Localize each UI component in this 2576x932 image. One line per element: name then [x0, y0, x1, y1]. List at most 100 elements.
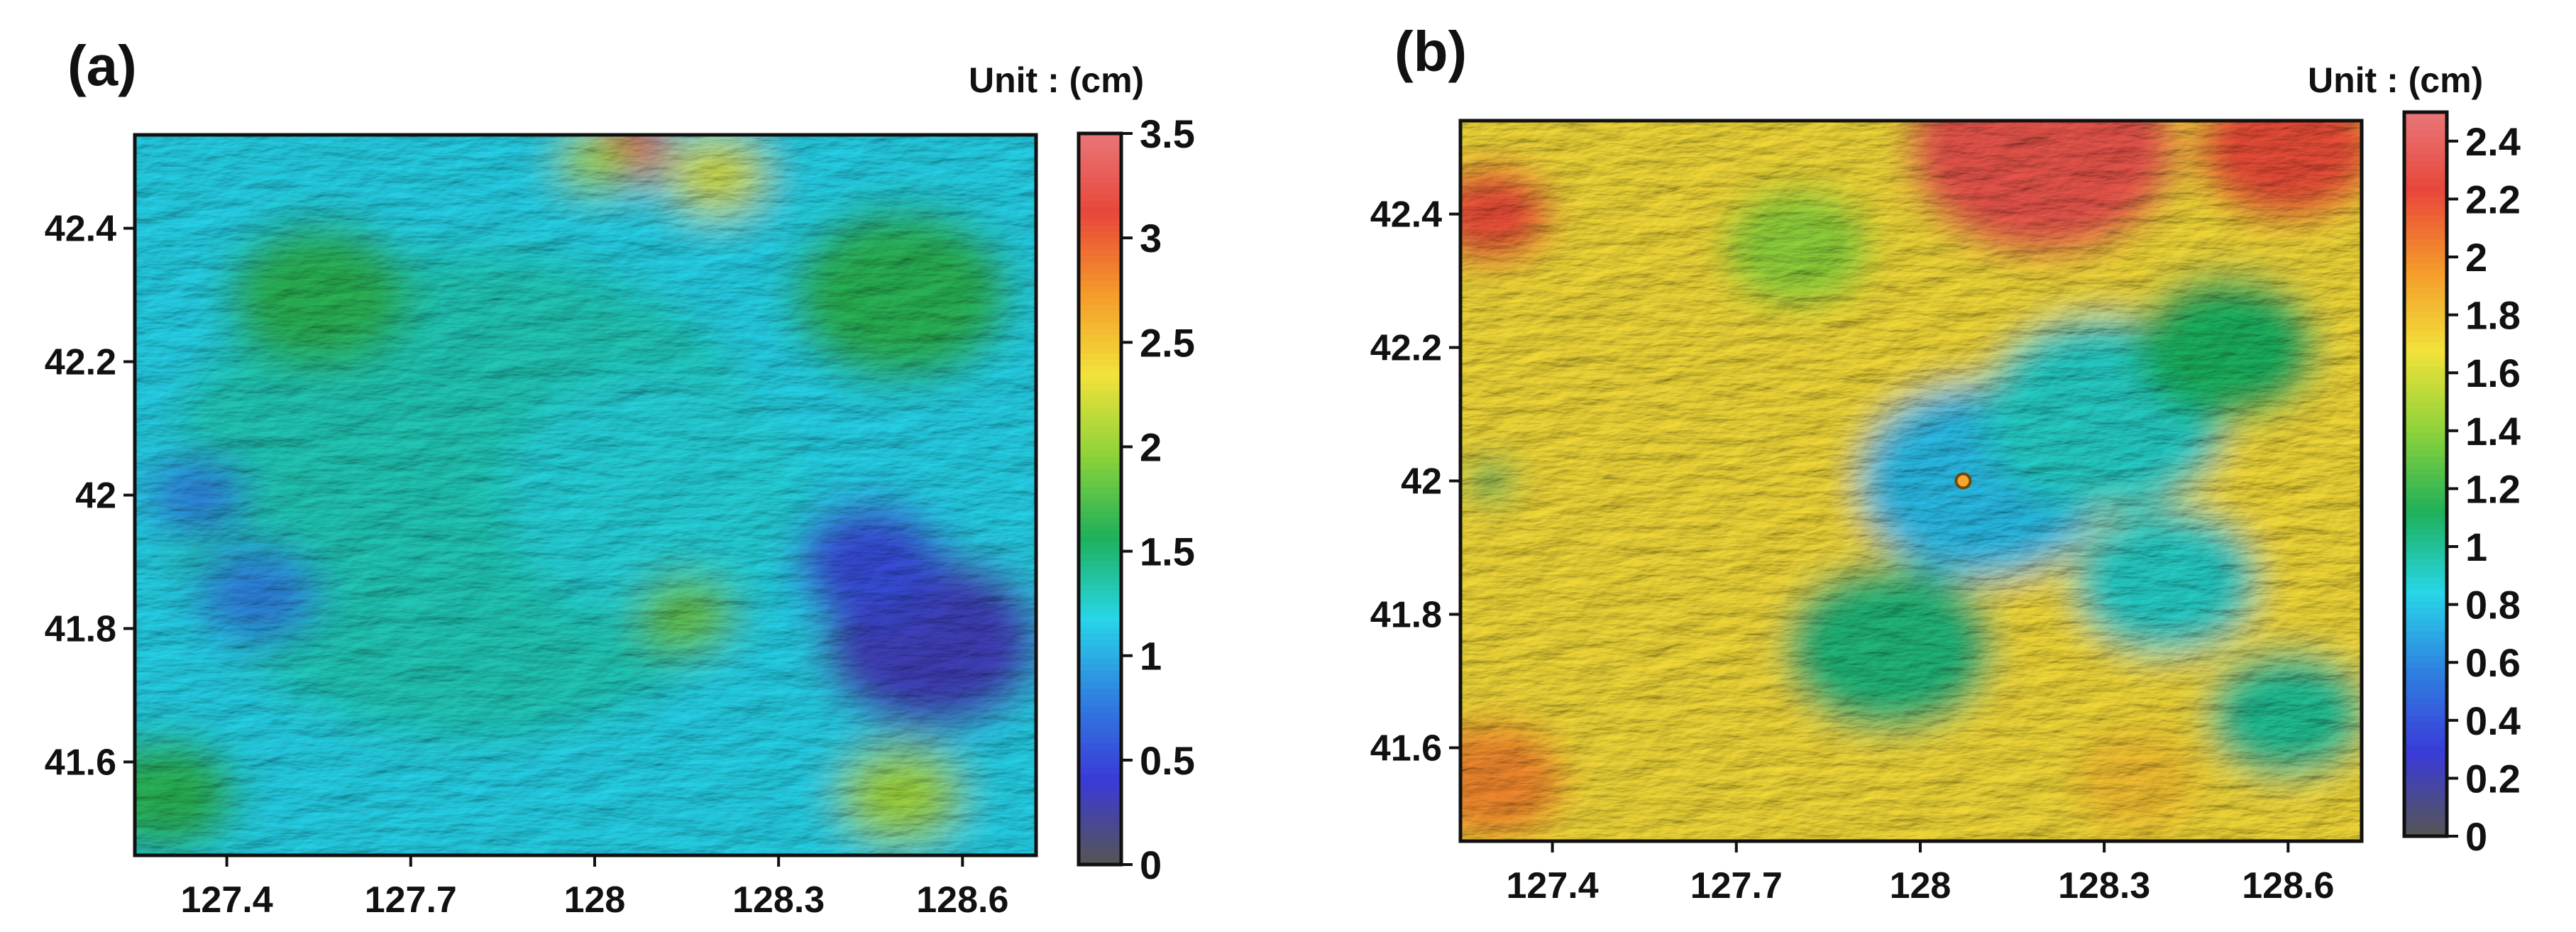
panel-a-colorbar-segment	[1079, 688, 1121, 695]
panel-b-colorbar-segment	[2404, 576, 2447, 583]
panel-a-colorbar-segment	[1079, 566, 1121, 573]
panel-b-colorbar-segment	[2404, 504, 2447, 511]
panel-a-y-tick-label: 42.4	[45, 209, 116, 250]
panel-a-colorbar-segment	[1079, 438, 1121, 445]
panel-b-colorbar-segment	[2404, 366, 2447, 373]
panel-b-map-region	[1460, 722, 1565, 840]
panel-a-colorbar-segment	[1079, 639, 1121, 646]
panel-b-colorbar-segment	[2404, 764, 2447, 771]
panel-b-colorbar-segment	[2404, 474, 2447, 481]
panel-b-colorbar-segment	[2404, 378, 2447, 385]
panel-b-colorbar-tick-label: 1.4	[2465, 409, 2521, 454]
panel-b-colorbar-segment	[2404, 263, 2447, 270]
panel-a-colorbar-segment	[1079, 328, 1121, 336]
panel-a-colorbar-segment	[1079, 663, 1121, 671]
panel-a-colorbar-segment	[1079, 517, 1121, 525]
panel-a-colorbar-segment	[1079, 712, 1121, 719]
panel-a-colorbar-segment	[1079, 322, 1121, 329]
panel-a-colorbar-segment	[1079, 334, 1121, 341]
panel-b-colorbar-segment	[2404, 197, 2447, 204]
panel-a-colorbar-segment	[1079, 615, 1121, 622]
panel-b-colorbar-tick-label: 2	[2465, 235, 2487, 280]
panel-a-colorbar-segment	[1079, 261, 1121, 268]
panel-b-colorbar-segment	[2404, 166, 2447, 173]
panel-a-colorbar-segment	[1079, 170, 1121, 177]
panel-a-colorbar-frame	[1077, 131, 1123, 867]
panel-b-colorbar-segment	[2404, 130, 2447, 137]
panel-b-colorbar-tick-label: 0.8	[2465, 583, 2521, 627]
panel-b-colorbar-tick-label: 2.4	[2465, 119, 2521, 164]
panel-a-y-tick-label: 42.2	[45, 342, 116, 383]
panel-a-colorbar-segment	[1079, 432, 1121, 439]
panel-b-colorbar-segment	[2404, 450, 2447, 457]
panel-a-colorbar-tick-label: 3	[1140, 216, 1162, 261]
panel-a-map-region	[637, 576, 736, 654]
panel-b-x-tick-label: 127.7	[1690, 865, 1783, 906]
panel-a-colorbar-segment	[1079, 146, 1121, 153]
panel-b-y-tick-label: 42	[1401, 461, 1442, 503]
panel-b-colorbar-segment	[2404, 251, 2447, 258]
panel-b-map-region	[1466, 461, 1516, 501]
panel-b-x-tick-label: 128.6	[2242, 865, 2334, 906]
panel-b-colorbar-segment	[2404, 221, 2447, 228]
panel-a-colorbar-segment	[1079, 493, 1121, 500]
panel-b-colorbar-segment	[2404, 480, 2447, 487]
panel-b-map-region	[1724, 188, 1871, 307]
panel-a-colorbar-segment	[1079, 176, 1121, 183]
panel-b-unit-label: Unit : (cm)	[2308, 60, 2483, 100]
panel-b-axes: 127.4 127.7 128 128.3 128.6 42.4 42.2 42 41.8 41.…	[1370, 194, 2335, 906]
panel-a-colorbar-segment	[1079, 280, 1121, 287]
panel-b-colorbar-segment	[2404, 522, 2447, 530]
panel-b-colorbar-segment	[2404, 329, 2447, 336]
panel-b-colorbar-segment	[2404, 438, 2447, 445]
panel-a-y-tick-label: 41.8	[45, 608, 116, 649]
panel-a-colorbar-segment	[1079, 316, 1121, 324]
panel-b-map-region	[2073, 507, 2258, 655]
panel-b-colorbar-segment	[2404, 257, 2447, 264]
panel-a-colorbar-segment	[1079, 224, 1121, 232]
panel-a-colorbar-segment	[1079, 377, 1121, 384]
panel-b-map-region	[2208, 650, 2362, 779]
panel-b-colorbar-segment	[2404, 402, 2447, 409]
panel-a-colorbar-segment	[1079, 821, 1121, 829]
panel-a-colorbar-segment	[1079, 846, 1121, 853]
panel-a-colorbar-segment	[1079, 730, 1121, 738]
panel-a-map-region	[797, 503, 945, 621]
panel-b-colorbar-segment	[2404, 752, 2447, 759]
panel-b-colorbar-segment	[2404, 703, 2447, 711]
panel-b-colorbar-segment	[2404, 468, 2447, 475]
panel-b-colorbar-segment	[2404, 371, 2447, 378]
panel-b-map	[1460, 121, 2362, 841]
panel-a-colorbar-segment	[1079, 559, 1121, 567]
panel-b-colorbar-segment	[2404, 540, 2447, 547]
panel-b-colorbar-tick-label: 0.4	[2465, 698, 2521, 743]
panel-a-colorbar-segment	[1079, 572, 1121, 579]
panel-b-colorbar-segment	[2404, 552, 2447, 559]
panel-a-colorbar-segment	[1079, 450, 1121, 457]
panel-a-colorbar-segment	[1079, 182, 1121, 190]
panel-a-colorbar-segment	[1079, 767, 1121, 774]
panel-b-colorbar-segment	[2404, 818, 2447, 825]
panel-a-colorbar-segment	[1079, 188, 1121, 195]
panel-a-colorbar-segment	[1079, 505, 1121, 512]
panel-b-colorbar-tick-label: 0.2	[2465, 756, 2521, 801]
panel-a-colorbar-segment	[1079, 407, 1121, 415]
panel-b-colorbar-segment	[2404, 142, 2447, 149]
panel-b-map-region	[1785, 564, 1994, 731]
panel-a-colorbar-segment	[1079, 809, 1121, 817]
panel-a-x-tick-label: 127.4	[181, 879, 273, 921]
panel-b-y-tick-label: 42.2	[1370, 328, 1442, 369]
panel-a-colorbar-segment	[1079, 632, 1121, 640]
panel-b-colorbar-segment	[2404, 697, 2447, 704]
panel-b-colorbar-segment	[2404, 214, 2447, 221]
panel-a-colorbar-segment	[1079, 401, 1121, 409]
panel-b-colorbar-segment	[2404, 233, 2447, 240]
panel-a-colorbar-segment	[1079, 231, 1121, 238]
panel-b-colorbar-segment	[2404, 226, 2447, 234]
panel-a-colorbar-segment	[1079, 255, 1121, 263]
panel-b-colorbar-segment	[2404, 733, 2447, 740]
panel-b-colorbar-segment	[2404, 148, 2447, 155]
panel-b-colorbar-segment	[2404, 595, 2447, 602]
panel-b-colorbar-segment	[2404, 281, 2447, 288]
